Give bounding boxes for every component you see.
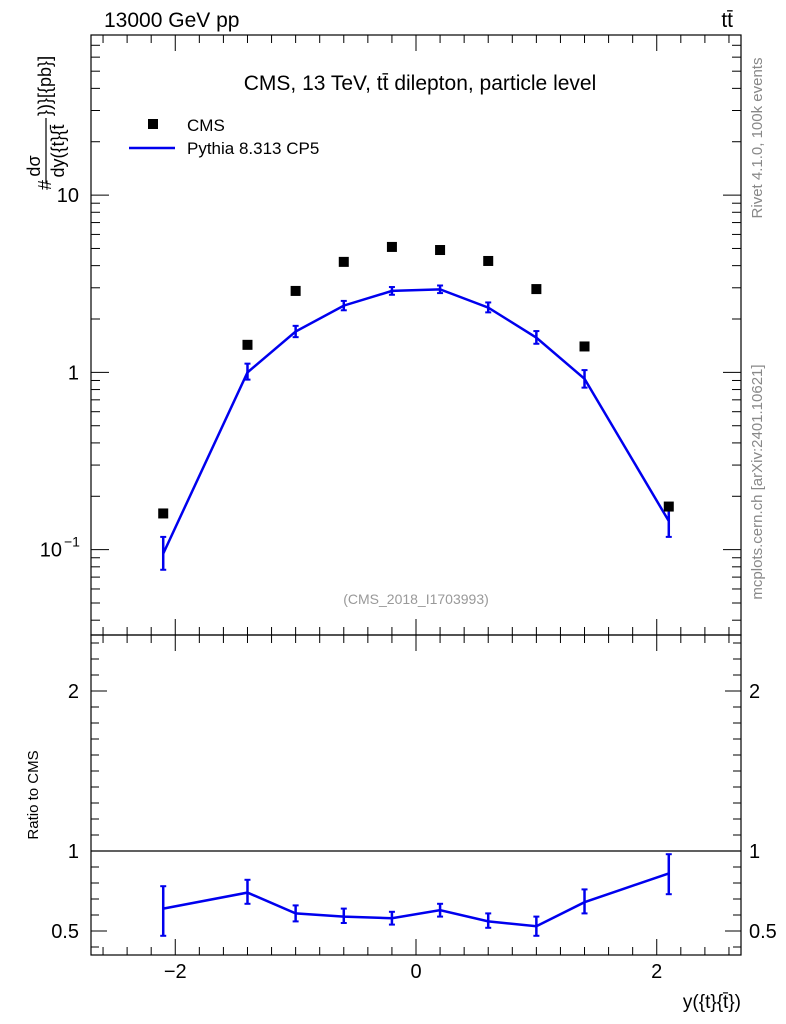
ratio-y-axis-label: Ratio to CMS xyxy=(25,750,42,839)
ylabel-prefix: # xyxy=(35,180,55,190)
ratio-axis-ticks: 0.5 0.5 1 1 2 2 −2 0 2 xyxy=(51,635,777,983)
y-tick-label-exponent: −1 xyxy=(64,534,80,550)
ylabel-suffix: })}[{pb}] xyxy=(35,56,55,116)
cms-data-point xyxy=(386,241,397,252)
y-tick-label: 1 xyxy=(68,362,79,384)
ylabel-denominator: dy({t}{t̄ xyxy=(48,124,68,177)
cms-data-point xyxy=(242,339,253,350)
analysis-watermark: (CMS_2018_I1703993) xyxy=(343,591,489,607)
cms-data-point xyxy=(531,284,542,295)
ratio-y-tick-label: 0.5 xyxy=(51,921,79,943)
ratio-y-tick-label-right: 1 xyxy=(749,841,760,863)
channel-label: tt̄ xyxy=(721,9,733,32)
x-tick-label: −2 xyxy=(164,961,187,983)
legend-label-pythia: Pythia 8.313 CP5 xyxy=(187,139,319,158)
cms-data-point xyxy=(483,255,494,266)
cms-data-point xyxy=(158,508,169,519)
legend-marker-cms xyxy=(148,119,158,129)
rivet-version-label: Rivet 4.1.0, 100k events xyxy=(749,58,766,219)
main-y-axis-label: # dσ dy({t}{t̄ })}[{pb}] xyxy=(24,56,68,190)
chart-title: CMS, 13 TeV, tt̄ dilepton, particle leve… xyxy=(244,72,597,95)
pythia-series-line xyxy=(162,288,670,555)
cms-data-point xyxy=(290,285,301,296)
x-axis-label: y({t}{t̄}) xyxy=(683,992,741,1013)
y-tick-label: 10 xyxy=(40,540,62,562)
y-tick-label: 10 xyxy=(57,185,79,207)
source-label: mcplots.cern.ch [arXiv:2401.10621] xyxy=(749,364,766,599)
x-tick-label: 0 xyxy=(410,961,421,983)
ratio-y-tick-label-right: 0.5 xyxy=(749,921,777,943)
process-label: 13000 GeV pp xyxy=(104,9,239,32)
ratio-series-line xyxy=(162,872,670,928)
ratio-y-tick-label-right: 2 xyxy=(749,681,760,703)
legend: CMS Pythia 8.313 CP5 xyxy=(129,116,319,158)
cms-data-point xyxy=(338,256,349,267)
ratio-plot-frame xyxy=(90,634,742,956)
ylabel-numerator: dσ xyxy=(24,155,44,176)
ratio-series-group xyxy=(160,853,672,937)
cms-data-point xyxy=(663,501,674,512)
legend-label-cms: CMS xyxy=(187,116,225,135)
ratio-y-tick-label: 2 xyxy=(68,681,79,703)
x-tick-label: 2 xyxy=(651,961,662,983)
cms-data-point xyxy=(579,341,590,352)
cms-data-point xyxy=(435,245,446,256)
ratio-y-tick-label: 1 xyxy=(68,841,79,863)
main-series-group xyxy=(158,241,674,571)
